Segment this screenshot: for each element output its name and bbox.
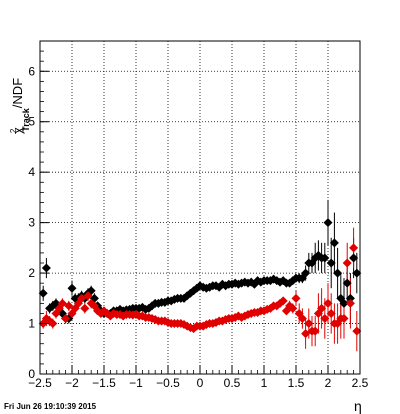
y-tick-label: 1 [28, 317, 35, 331]
data-point [320, 314, 330, 323]
data-point [349, 253, 359, 263]
data-point [310, 253, 320, 263]
data-point [288, 303, 298, 313]
data-point [342, 278, 352, 288]
y-tick-label: 2 [28, 266, 35, 280]
y-tick-label: 0 [28, 367, 35, 381]
data-point [310, 326, 320, 336]
x-tick-label: 1 [261, 376, 268, 390]
tick-labels: −2.5 −2 −1.5 −1 −0.5 0 0.5 1 1.5 2 2.5 0 1 2 3 4 5 6 [28, 64, 369, 390]
data-point [83, 291, 93, 301]
data-point [323, 218, 333, 228]
x-tick-label: 2 [325, 376, 332, 390]
x-tick-label: −2.5 [28, 376, 52, 390]
data-point [297, 314, 307, 323]
data-point [326, 258, 336, 268]
x-tick-label: −1 [129, 376, 143, 390]
y-tick-label: 5 [28, 115, 35, 129]
data-point [278, 296, 288, 306]
x-tick-label: −0.5 [156, 376, 180, 390]
data-point [320, 253, 330, 263]
y-axis-label: χ2 Track/NDF [9, 78, 31, 134]
x-tick-label: −2 [65, 376, 79, 390]
data-point [61, 314, 71, 323]
data-point [80, 303, 90, 313]
data-point [345, 293, 355, 303]
data-point [67, 283, 77, 293]
data-point [329, 238, 339, 248]
x-tick-label: 0.5 [224, 376, 241, 390]
data-point [304, 319, 314, 329]
y-tick-label: 3 [28, 216, 35, 230]
x-tick-label: −1.5 [92, 376, 116, 390]
x-tick-label: 0 [197, 376, 204, 390]
data-point [317, 303, 327, 313]
data-point [301, 268, 311, 278]
data-point [323, 298, 333, 308]
data-point [342, 258, 352, 268]
data-point [48, 319, 58, 329]
data-point [352, 326, 362, 336]
series-1 [38, 243, 362, 339]
y-axis-label-sub: Track [21, 107, 31, 132]
data-point [291, 293, 301, 303]
data-point [333, 268, 343, 278]
data-point [345, 298, 355, 308]
timestamp: Fri Jun 26 19:10:39 2015 [4, 402, 97, 411]
data-point [339, 314, 349, 323]
y-tick-label: 4 [28, 165, 35, 179]
data-point [41, 263, 51, 273]
data-point [352, 268, 362, 278]
x-tick-label: 1.5 [288, 376, 305, 390]
y-axis-label-sup: 2 [9, 128, 18, 133]
data-point [326, 308, 336, 318]
data-points [38, 218, 362, 339]
x-tick-label: 2.5 [352, 376, 369, 390]
data-point [339, 298, 349, 308]
y-axis-label-suffix: /NDF [10, 78, 25, 108]
y-tick-label: 6 [28, 64, 35, 78]
data-point [349, 243, 359, 253]
x-axis-label: η [354, 398, 362, 414]
y-axis-label-base: χ [10, 127, 25, 134]
axis-ticks [39, 40, 361, 375]
